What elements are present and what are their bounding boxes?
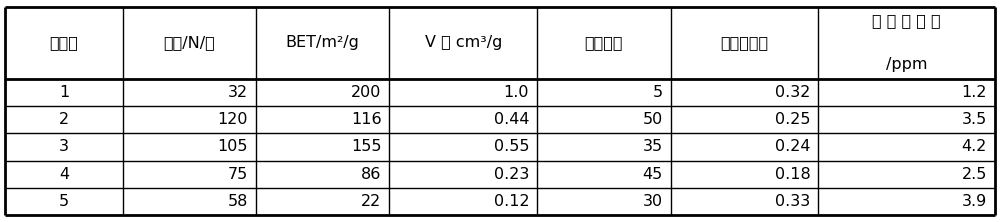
Text: 86: 86	[361, 167, 381, 182]
Text: BET/m²/g: BET/m²/g	[286, 35, 360, 50]
Text: 35: 35	[642, 139, 663, 155]
Text: 0.23: 0.23	[494, 167, 529, 182]
Text: 45: 45	[642, 167, 663, 182]
Text: 120: 120	[218, 112, 248, 127]
Text: 22: 22	[361, 194, 381, 209]
Text: 50: 50	[642, 112, 663, 127]
Text: 0.18: 0.18	[775, 167, 810, 182]
Text: 0.12: 0.12	[494, 194, 529, 209]
Text: 58: 58	[228, 194, 248, 209]
Text: 产 品 硫 含 量: 产 品 硫 含 量	[872, 13, 941, 28]
Text: 2: 2	[59, 112, 69, 127]
Text: 2.5: 2.5	[962, 167, 987, 182]
Text: 平均孔径: 平均孔径	[585, 35, 623, 50]
Text: 3.9: 3.9	[962, 194, 987, 209]
Text: 0.24: 0.24	[775, 139, 810, 155]
Text: 116: 116	[351, 112, 381, 127]
Text: 0.33: 0.33	[775, 194, 810, 209]
Text: 32: 32	[228, 85, 248, 100]
Text: 155: 155	[351, 139, 381, 155]
Text: 1: 1	[59, 85, 69, 100]
Text: 强度/N/粒: 强度/N/粒	[164, 35, 215, 50]
Text: 5: 5	[652, 85, 663, 100]
Text: 5: 5	[59, 194, 69, 209]
Text: 0.32: 0.32	[775, 85, 810, 100]
Text: 3.5: 3.5	[962, 112, 987, 127]
Text: 4.2: 4.2	[962, 139, 987, 155]
Text: 75: 75	[228, 167, 248, 182]
Text: V 孔 cm³/g: V 孔 cm³/g	[425, 35, 502, 50]
Text: 辛烷值损失: 辛烷值损失	[720, 35, 768, 50]
Text: 105: 105	[218, 139, 248, 155]
Text: 实施例: 实施例	[49, 35, 78, 50]
Text: 30: 30	[642, 194, 663, 209]
Text: 0.25: 0.25	[775, 112, 810, 127]
Text: 3: 3	[59, 139, 69, 155]
Text: 1.2: 1.2	[962, 85, 987, 100]
Text: 0.55: 0.55	[494, 139, 529, 155]
Text: 0.44: 0.44	[494, 112, 529, 127]
Text: 4: 4	[59, 167, 69, 182]
Text: 200: 200	[351, 85, 381, 100]
Text: /ppm: /ppm	[886, 57, 927, 72]
Text: 1.0: 1.0	[504, 85, 529, 100]
